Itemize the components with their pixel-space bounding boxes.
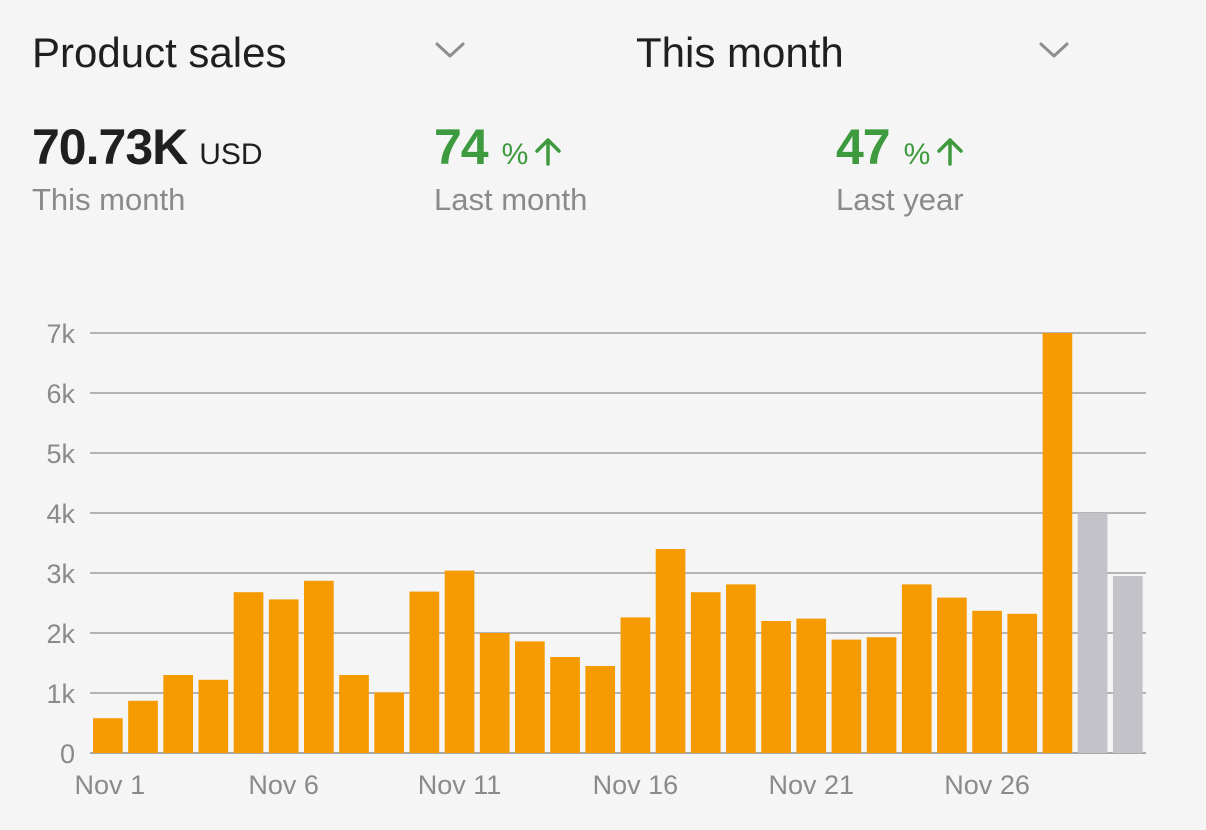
x-tick-label: Nov 21 [768, 770, 854, 800]
y-tick-label: 0 [60, 739, 75, 769]
bar-day-13[interactable] [515, 641, 545, 753]
x-tick-label: Nov 26 [944, 770, 1030, 800]
chart-gridlines [90, 332, 1146, 754]
kpi-year-caption: Last year [836, 182, 964, 217]
bar-day-22[interactable] [831, 639, 862, 753]
x-tick-label: Nov 6 [248, 770, 319, 800]
bar-day-16[interactable] [620, 617, 651, 753]
kpi-month-caption: Last month [434, 182, 588, 217]
y-tick-label: 6k [46, 379, 75, 409]
kpi-total-value: 70.73K [32, 119, 188, 175]
kpi-year-value: 47 [836, 119, 891, 175]
bar-day-10[interactable] [409, 591, 440, 753]
bar-day-15[interactable] [585, 666, 616, 753]
period-label: This month [636, 29, 844, 76]
x-tick-label: Nov 11 [418, 770, 502, 800]
bar-day-24[interactable] [901, 584, 932, 753]
bar-day-11[interactable] [444, 570, 475, 753]
bar-day-6[interactable] [268, 599, 299, 753]
bar-day-25[interactable] [937, 597, 967, 753]
kpi-total-sales: 70.73K USD This month [32, 118, 263, 218]
y-tick-label: 5k [46, 439, 75, 469]
bar-day-3[interactable] [163, 675, 194, 753]
kpi-vs-last-month: 74 % Last month [434, 118, 587, 218]
y-tick-label: 2k [46, 619, 75, 649]
bar-day-27[interactable] [1007, 613, 1038, 753]
chart-bars [93, 333, 1143, 753]
arrow-up-icon [937, 138, 964, 166]
arrow-up-icon [535, 138, 562, 166]
bar-day-29[interactable] [1077, 513, 1108, 753]
chart-y-axis: 0 1k 2k 3k 4k 5k 6k 7k [46, 319, 75, 769]
bar-day-7[interactable] [304, 580, 334, 753]
kpi-year-unit: % [903, 138, 931, 171]
bar-day-18[interactable] [690, 592, 721, 753]
bar-day-1[interactable] [93, 718, 123, 753]
kpi-total-caption: This month [32, 182, 186, 217]
bar-day-14[interactable] [550, 657, 580, 753]
metric-selector[interactable]: Product sales [32, 28, 472, 78]
bar-day-12[interactable] [479, 633, 510, 753]
chevron-down-icon [1039, 42, 1069, 58]
chevron-down-icon [435, 42, 465, 58]
bar-day-17[interactable] [655, 549, 686, 753]
bar-day-19[interactable] [726, 584, 756, 753]
period-selector[interactable]: This month [636, 28, 1076, 78]
kpi-month-unit: % [501, 138, 529, 171]
bar-day-4[interactable] [198, 679, 229, 753]
kpi-vs-last-year: 47 % Last year [836, 118, 966, 218]
bar-day-2[interactable] [128, 700, 158, 753]
kpi-month-value: 74 [434, 119, 489, 175]
bar-day-9[interactable] [374, 692, 405, 753]
bar-day-28[interactable] [1042, 333, 1073, 753]
bar-day-5[interactable] [233, 592, 264, 753]
bar-day-23[interactable] [866, 637, 897, 753]
bar-day-30[interactable] [1112, 576, 1143, 753]
y-tick-label: 7k [46, 319, 75, 349]
bar-day-21[interactable] [796, 618, 827, 753]
bar-day-26[interactable] [972, 610, 1002, 753]
x-tick-label: Nov 1 [75, 770, 146, 800]
y-tick-label: 1k [46, 679, 75, 709]
kpi-total-unit: USD [199, 138, 263, 171]
y-tick-label: 4k [46, 499, 75, 529]
bar-day-8[interactable] [339, 675, 369, 753]
metric-label: Product sales [32, 29, 287, 76]
x-tick-label: Nov 16 [593, 770, 679, 800]
bar-day-20[interactable] [761, 621, 791, 753]
y-tick-label: 3k [46, 559, 75, 589]
chart-x-axis: Nov 1 Nov 6 Nov 11 Nov 16 Nov 21 Nov 26 [75, 770, 1030, 800]
